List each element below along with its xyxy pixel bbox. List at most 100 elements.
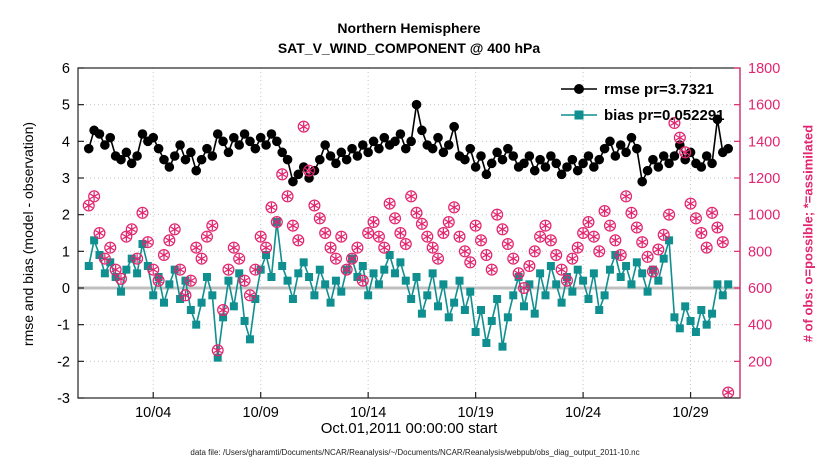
obs-count-marker-icon <box>125 223 138 236</box>
obs-count-marker-icon <box>233 252 246 265</box>
obs-count-marker-icon <box>319 226 332 240</box>
obs-count-marker-icon <box>200 230 213 243</box>
obs-count-marker-icon <box>399 237 412 251</box>
obs-count-marker-icon <box>249 263 262 276</box>
obs-count-marker-icon <box>405 190 418 203</box>
obs-count-marker-icon <box>593 245 606 258</box>
obs-count-marker-icon <box>356 274 369 287</box>
obs-count-marker-icon <box>501 237 514 251</box>
obs-count-marker-icon <box>131 252 144 265</box>
obs-count-marker-icon <box>706 206 719 219</box>
obs-count-marker-icon <box>609 234 622 247</box>
svg-text:10/19: 10/19 <box>457 405 493 421</box>
obs-count-marker-icon <box>184 274 197 287</box>
obs-count-marker-icon <box>114 272 128 285</box>
obs-count-marker-icon <box>646 265 659 278</box>
chart-subtitle: SAT_V_WIND_COMPONENT @ 400 hPa <box>277 40 541 57</box>
obs-count-marker-icon <box>523 259 536 273</box>
svg-text:-3: -3 <box>57 391 70 407</box>
svg-text:10/04: 10/04 <box>135 405 171 421</box>
obs-count-marker-icon <box>442 215 455 229</box>
svg-text:2: 2 <box>62 208 70 224</box>
legend-item-bias: bias pr=0.052291 <box>560 102 725 128</box>
obs-count-marker-icon <box>550 248 563 262</box>
obs-count-marker-icon <box>168 223 181 236</box>
obs-count-marker-icon <box>539 219 552 232</box>
svg-text:400: 400 <box>748 318 772 334</box>
obs-count-marker-icon <box>362 226 375 240</box>
svg-text:10/14: 10/14 <box>350 405 386 421</box>
legend-label-rmse: rmse pr=3.7321 <box>604 80 714 98</box>
obs-count-marker-icon <box>512 267 525 280</box>
obs-count-marker-icon <box>469 219 482 232</box>
obs-count-marker-icon <box>421 230 434 243</box>
obs-count-marker-icon <box>286 219 299 232</box>
obs-count-marker-icon <box>534 230 547 243</box>
svg-text:600: 600 <box>748 281 772 297</box>
legend-label-bias: bias pr=0.052291 <box>604 106 725 124</box>
obs-count-marker-icon <box>474 234 488 247</box>
obs-count-marker-icon <box>303 164 316 177</box>
obs-count-marker-icon <box>657 228 670 241</box>
obs-count-marker-icon <box>157 248 170 262</box>
obs-count-marker-icon <box>276 168 289 181</box>
obs-count-marker-icon <box>582 215 595 229</box>
obs-count-marker-icon <box>206 219 219 232</box>
obs-count-marker-icon <box>260 241 273 254</box>
svg-text:10/09: 10/09 <box>243 405 279 421</box>
obs-count-marker-icon <box>179 289 192 302</box>
obs-count-marker-icon <box>351 241 364 254</box>
obs-count-marker-icon <box>227 241 240 254</box>
obs-count-marker-icon <box>437 226 450 240</box>
obs-count-marker-icon <box>679 146 692 159</box>
obs-count-marker-icon <box>528 245 541 258</box>
obs-count-marker-icon <box>109 263 122 276</box>
obs-count-marker-icon <box>329 252 342 265</box>
svg-text:0: 0 <box>62 281 70 297</box>
obs-count-marker-icon <box>98 252 111 265</box>
obs-count-marker-icon <box>652 243 665 256</box>
obs-count-marker-icon <box>297 120 310 133</box>
data-file-caption: data file: /Users/gharamti/Documents/NCA… <box>190 448 640 457</box>
obs-count-marker-icon <box>663 208 676 221</box>
obs-count-marker-icon <box>614 248 627 262</box>
svg-text:5: 5 <box>62 98 70 114</box>
svg-text:1800: 1800 <box>748 61 780 77</box>
obs-count-marker-icon <box>480 248 493 262</box>
obs-count-marker-icon <box>560 274 574 287</box>
obs-count-marker-icon <box>104 241 117 254</box>
obs-count-marker-icon <box>453 230 466 243</box>
rmse-series <box>83 99 733 187</box>
legend: rmse pr=3.7321 bias pr=0.052291 <box>560 76 725 128</box>
obs-count-marker-icon <box>93 226 106 240</box>
obs-count-marker-icon <box>625 206 638 219</box>
obs-count-marker-icon <box>415 217 428 230</box>
obs-count-marker-icon <box>313 212 326 225</box>
obs-count-marker-icon <box>636 236 649 249</box>
obs-count-marker-icon <box>394 226 407 240</box>
obs-count-marker-icon <box>389 212 402 225</box>
obs-count-marker-icon <box>211 344 224 357</box>
obs-count-marker-icon <box>695 226 708 240</box>
svg-text:1400: 1400 <box>748 134 780 150</box>
chart-title: Northern Hemisphere <box>337 20 481 36</box>
obs-count-marker-icon <box>383 197 396 210</box>
obs-count-marker-icon <box>620 190 633 203</box>
obs-count-marker-icon <box>700 241 713 254</box>
obs-count-marker-icon <box>689 212 702 225</box>
obs-count-marker-icon <box>152 274 165 287</box>
obs-count-marker-icon <box>448 201 461 214</box>
obs-count-marker-icon <box>668 116 681 130</box>
obs-count-marker-icon <box>491 208 504 221</box>
y-axis-label-left: rmse and bias (model - observation) <box>20 121 36 347</box>
svg-text:-2: -2 <box>57 354 70 370</box>
tick-labels: -3 -2 -1 0 1 2 3 4 5 6 200 400 600 800 1000 1200 1400 160… <box>57 61 780 421</box>
obs-count-marker-icon <box>517 281 531 295</box>
obs-count-marker-icon <box>281 190 294 203</box>
obs-count-marker-icon <box>673 131 686 144</box>
obs-count-marker-icon <box>120 230 133 243</box>
svg-text:200: 200 <box>748 354 772 370</box>
x-axis-label: Oct.01,2011 00:00:00 start <box>320 420 498 437</box>
obs-count-marker-icon <box>684 197 697 210</box>
obs-count-marker-icon <box>431 252 445 265</box>
